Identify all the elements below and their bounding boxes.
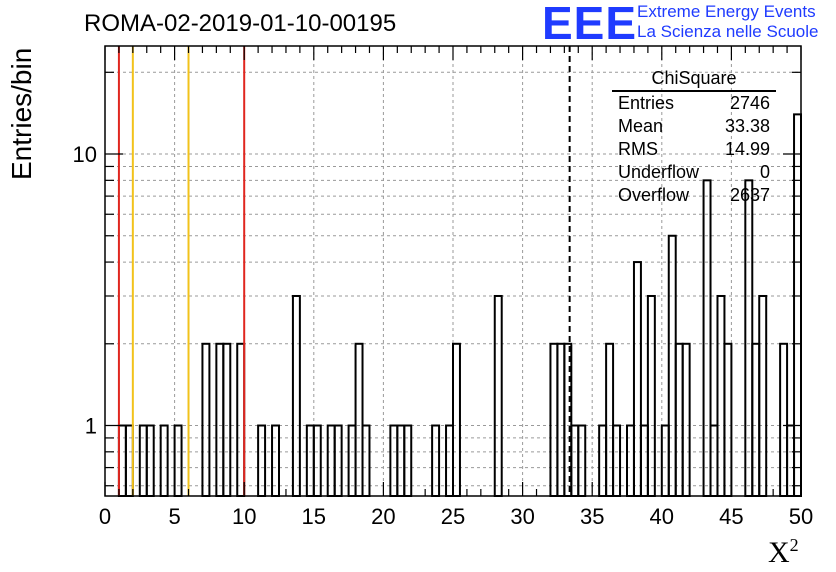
y-tick-label: 10 xyxy=(73,142,97,167)
x-tick-label: 20 xyxy=(371,504,395,529)
histogram-bin xyxy=(222,342,232,497)
x-axis-label: X2 xyxy=(768,535,799,569)
x-tick-label: 25 xyxy=(441,504,465,529)
histogram-bin xyxy=(605,342,615,497)
stats-row-rms: RMS 14.99 xyxy=(618,139,770,159)
eee-logo: EEE xyxy=(542,0,638,49)
x-tick-label: 0 xyxy=(99,504,111,529)
histogram-bin xyxy=(236,342,246,497)
logo-line-1: Extreme Energy Events xyxy=(637,2,816,21)
histogram-bin xyxy=(667,234,677,497)
histogram-bin xyxy=(702,179,712,497)
x-tick-label: 50 xyxy=(789,504,813,529)
y-tick-label: 1 xyxy=(85,414,97,439)
histogram-bin xyxy=(723,342,733,497)
histogram-bin xyxy=(354,342,364,497)
x-tick-label: 10 xyxy=(232,504,256,529)
histogram-bin xyxy=(751,342,761,497)
histogram-bin xyxy=(632,261,642,497)
axes: 0 5 10 15 20 25 30 35 40 45 50 1 10 xyxy=(73,45,813,529)
x-tick-label: 30 xyxy=(510,504,534,529)
chart-title: ROMA-02-2019-01-10-00195 xyxy=(84,10,397,37)
histogram-bin xyxy=(758,294,768,497)
histogram-bin xyxy=(716,294,726,497)
x-tick-label: 15 xyxy=(302,504,326,529)
logo-line-2: La Scienza nelle Scuole xyxy=(637,22,819,41)
marker-lines xyxy=(117,46,571,496)
histogram-bin xyxy=(215,342,225,497)
x-tick-label: 35 xyxy=(580,504,604,529)
histogram-bin xyxy=(744,179,754,497)
histogram-bin xyxy=(674,342,684,497)
x-tick-label: 5 xyxy=(168,504,180,529)
histogram-bin xyxy=(793,113,802,497)
stats-row-mean: Mean 33.38 xyxy=(618,116,770,136)
histogram-bin xyxy=(452,342,461,497)
y-axis-label: Entries/bin xyxy=(6,47,37,180)
histogram-bin xyxy=(646,294,656,497)
x-tick-label: 40 xyxy=(650,504,674,529)
histogram-bin xyxy=(493,294,503,497)
stats-row-underflow: Underflow 0 xyxy=(618,162,770,182)
histogram-bin xyxy=(556,342,566,497)
histogram-bin xyxy=(201,342,211,497)
histogram-bin xyxy=(779,342,789,497)
stats-box: ChiSquare Entries 2746 Mean 33.38 RMS 14.99… xyxy=(612,68,776,207)
histogram-bin xyxy=(291,294,301,497)
histogram-bin xyxy=(549,342,559,497)
x-tick-label: 45 xyxy=(719,504,743,529)
stats-row-entries: Entries 2746 xyxy=(618,93,770,113)
stats-row-overflow: Overflow 2637 xyxy=(618,185,770,205)
histogram-bin xyxy=(681,342,691,497)
stats-title: ChiSquare xyxy=(612,68,776,92)
